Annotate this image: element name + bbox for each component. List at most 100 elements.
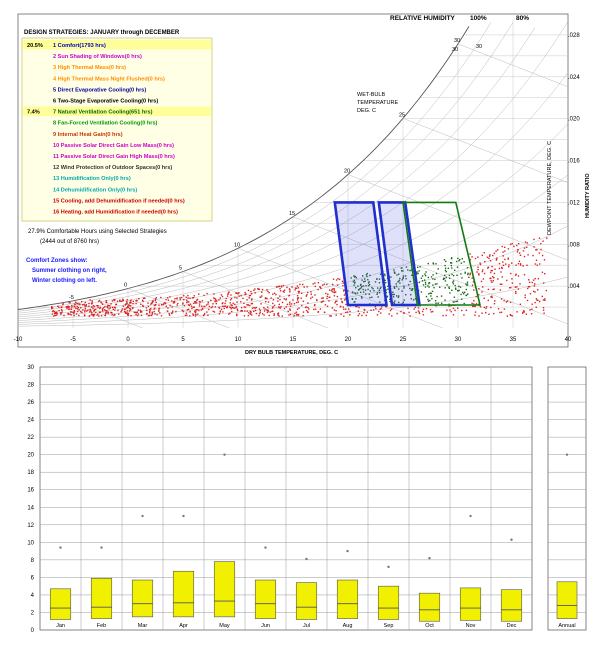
climate-point xyxy=(258,308,261,310)
climate-point xyxy=(114,299,116,302)
climate-point xyxy=(127,306,130,308)
comfort-point xyxy=(429,292,431,294)
comfort-point xyxy=(367,282,370,284)
comfort-point xyxy=(465,288,467,291)
climate-point xyxy=(172,302,175,304)
climate-point xyxy=(90,313,93,316)
comfort-point xyxy=(376,292,379,294)
comfort-point xyxy=(393,302,396,304)
climate-point xyxy=(474,311,477,313)
comfort-point xyxy=(393,286,395,288)
climate-point xyxy=(273,304,276,307)
wet-bulb-label-1: WET-BULB xyxy=(357,92,385,98)
climate-point xyxy=(493,303,496,305)
climate-point xyxy=(485,312,487,314)
climate-point xyxy=(465,309,468,311)
climate-point xyxy=(195,302,198,304)
climate-point xyxy=(517,263,520,265)
comfort-point xyxy=(448,274,451,277)
climate-point xyxy=(524,296,526,299)
box-Nov xyxy=(459,587,482,621)
climate-point xyxy=(526,242,528,244)
climate-point xyxy=(127,312,130,315)
climate-point xyxy=(340,305,342,308)
climate-point xyxy=(277,314,279,316)
climate-point xyxy=(317,282,320,284)
climate-point xyxy=(186,314,188,316)
comfort-point xyxy=(405,278,407,280)
climate-point xyxy=(502,255,504,257)
climate-point xyxy=(207,314,209,316)
climate-point xyxy=(102,310,104,312)
max-point-annual xyxy=(565,453,569,456)
annual-marks: Annual xyxy=(556,453,578,629)
climate-point xyxy=(77,306,80,309)
box-Oct xyxy=(418,592,441,622)
legend-items: 20.5% 1 Comfort(1793 hrs) 2 Sun Shading of… xyxy=(23,40,211,216)
climate-point xyxy=(298,290,300,293)
climate-point xyxy=(542,309,545,311)
comfort-point xyxy=(398,301,400,304)
climate-point xyxy=(457,307,459,309)
comfort-point xyxy=(420,291,423,293)
climate-point xyxy=(493,277,495,279)
climate-point xyxy=(126,307,128,309)
climate-point xyxy=(319,308,322,310)
legend-item-label: 14 Dehumidification Only(0 hrs) xyxy=(53,187,137,193)
climate-point xyxy=(59,312,62,314)
climate-point xyxy=(220,308,223,311)
climate-point xyxy=(199,301,202,303)
climate-point xyxy=(272,299,275,301)
climate-point xyxy=(370,309,372,311)
climate-point xyxy=(487,299,489,302)
climate-point xyxy=(505,263,507,265)
climate-point xyxy=(504,258,506,261)
comfort-point xyxy=(401,279,403,281)
comfort-point xyxy=(385,291,388,294)
climate-point xyxy=(70,311,72,313)
box-May xyxy=(213,561,236,618)
climate-point xyxy=(375,307,377,310)
comfort-point xyxy=(360,296,363,298)
climate-point xyxy=(154,299,156,302)
comfort-point xyxy=(467,293,469,295)
comfort-point xyxy=(424,275,427,277)
climate-point xyxy=(279,298,281,301)
climate-point xyxy=(236,301,238,303)
comfort-point xyxy=(384,279,386,282)
climate-point xyxy=(320,301,323,303)
comfort-point xyxy=(405,294,407,296)
climate-point xyxy=(483,306,486,309)
climate-point xyxy=(116,300,119,302)
climate-point xyxy=(543,312,545,314)
climate-point xyxy=(240,301,242,303)
rh-curve xyxy=(17,27,536,316)
legend-item-highlight xyxy=(23,40,211,50)
comfort-point xyxy=(464,271,466,273)
comfort-point xyxy=(353,279,355,281)
legend-item-label: 15 Cooling, add Dehumidification if need… xyxy=(53,198,185,204)
comfort-point xyxy=(418,270,420,272)
climate-point xyxy=(61,310,63,312)
climate-point xyxy=(323,283,326,285)
climate-point xyxy=(249,313,251,315)
comfort-point xyxy=(384,274,386,277)
comfort-point xyxy=(397,281,399,283)
comfort-point xyxy=(371,286,373,289)
climate-point xyxy=(509,314,511,316)
climate-point xyxy=(331,289,333,291)
climate-point xyxy=(258,313,261,315)
climate-point xyxy=(81,301,83,303)
climate-point xyxy=(289,305,292,307)
climate-point xyxy=(544,299,546,301)
climate-point xyxy=(212,303,214,305)
comfort-point xyxy=(407,269,409,271)
comfort-point xyxy=(457,257,459,260)
climate-point xyxy=(220,294,223,296)
climate-point xyxy=(385,305,387,308)
climate-point xyxy=(198,293,200,295)
climate-point xyxy=(474,314,476,316)
comfort-point xyxy=(392,291,394,293)
climate-point xyxy=(78,303,80,305)
climate-point xyxy=(124,304,126,306)
